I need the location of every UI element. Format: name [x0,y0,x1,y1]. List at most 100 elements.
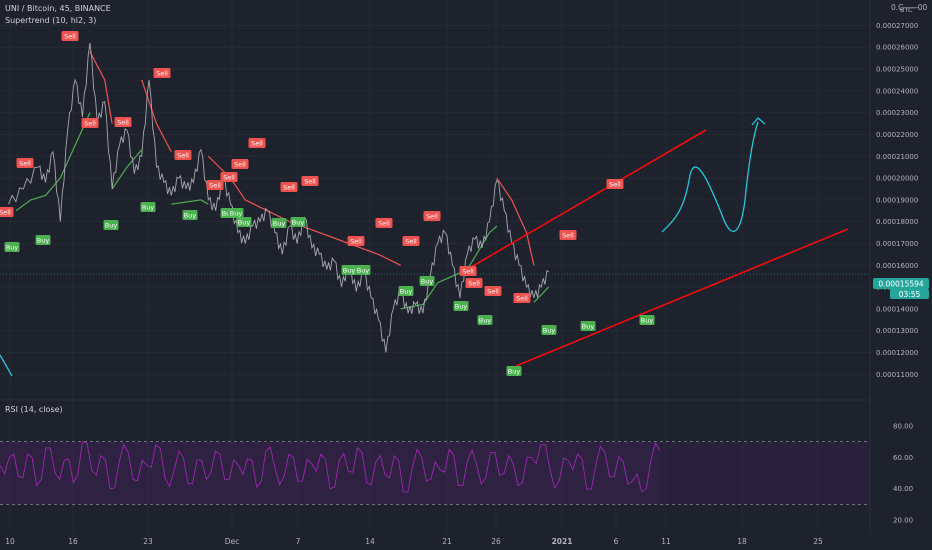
signal-bg [174,150,192,160]
sell-label[interactable]: Sell [301,176,319,186]
signal-bg [465,278,483,288]
time-tick-label: 10 [5,537,15,546]
signal-text: Sell [117,119,129,127]
price-tick-label: 0.00025000 [876,66,918,74]
buy-label[interactable]: Buy [228,208,244,218]
rsi-band [0,441,870,505]
buy-label[interactable]: Buy [341,265,357,275]
signal-text: Buy [105,222,118,230]
sell-label[interactable]: Sell [114,117,132,127]
time-tick-label: 21 [442,537,452,546]
signal-bg [248,138,266,148]
price-label-bg [873,278,929,289]
sell-label[interactable]: Sell [559,230,577,240]
sell-label[interactable]: Sell [484,286,502,296]
buy-label[interactable]: Buy [4,242,20,252]
sell-label[interactable]: Sell [231,159,249,169]
supertrend-up [171,199,209,205]
sell-label[interactable]: Sell [174,150,192,160]
sell-label[interactable]: Sell [375,218,393,228]
signal-bg [153,68,171,78]
signal-bg [639,315,655,325]
indicator-title[interactable]: Supertrend (10, hl2, 3) [5,16,97,25]
sell-label[interactable]: Sell [153,68,171,78]
sell-label[interactable]: Sell [61,31,79,41]
projection-curve [661,121,759,233]
time-tick-label: 16 [68,537,78,546]
signal-bg [580,321,596,331]
buy-label[interactable]: Buy [355,265,371,275]
buy-label[interactable]: Buy [419,276,435,286]
signal-bg [375,218,393,228]
sell-label[interactable]: Sell [220,172,238,182]
buy-label[interactable]: Buy [236,217,252,227]
buy-label[interactable]: Buy [290,217,306,227]
signal-text: Buy [400,288,413,296]
time-axis[interactable]: 10 16 23 Dec 7 14 21 26 2021 6 11 18 25 [5,537,823,546]
sell-label[interactable]: Sell [280,182,298,192]
signal-text: Sell [562,232,574,240]
price-tick-label: 0.00016000 [876,262,918,270]
signal-bg [61,31,79,41]
sell-label[interactable]: Sell [606,179,624,189]
supertrend-up [15,112,91,212]
buy-label[interactable]: Buy [271,218,287,228]
buy-label[interactable]: Buy [580,321,596,331]
price-tick-label: 0.00020000 [876,175,918,183]
rsi-axis[interactable]: 80.00 60.00 40.00 20.00 [893,422,913,524]
buy-label[interactable]: Buy [398,286,414,296]
price-tick-label: 0.00026000 [876,44,918,52]
channel-upper [465,129,707,271]
sell-label[interactable]: Sell [465,278,483,288]
signal-bg [220,172,238,182]
price-tick-label: 0.00012000 [876,349,918,357]
rsi-title[interactable]: RSI (14, close) [5,405,63,414]
rsi-tick-label: 40.00 [893,485,913,493]
signal-bg [236,217,252,227]
buy-label[interactable]: Buy [541,325,557,335]
sell-label[interactable]: Sell [206,180,224,190]
buy-label[interactable]: Buy [506,366,522,376]
symbol-title[interactable]: UNI / Bitcoin, 45, BINANCE [5,4,111,13]
buy-label[interactable]: Buy [182,210,198,220]
buy-label[interactable]: Buy [639,315,655,325]
signal-text: Sell [0,209,11,217]
signal-text: Buy [343,267,356,275]
signal-text: Sell [378,220,390,228]
buy-label[interactable]: Buy [453,301,469,311]
signal-bg [398,286,414,296]
sell-label[interactable]: Sell [248,138,266,148]
signal-bg [4,242,20,252]
signal-text: Buy [6,244,19,252]
sell-label[interactable]: Sell [0,207,14,217]
price-tick-label: 0.00013000 [876,327,918,335]
signal-bg [541,325,557,335]
time-tick-label: 14 [365,537,375,546]
countdown-bg [890,289,929,299]
price-tick-label: 0.00019000 [876,196,918,204]
signal-bg [477,315,493,325]
sell-label[interactable]: Sell [423,211,441,221]
signal-labels[interactable]: SellBuySellBuySellSellBuySellBuySellSell… [0,31,655,376]
signal-text: Buy [292,219,305,227]
rsi-band-fill-future [660,441,870,505]
signal-bg [280,182,298,192]
price-tick-label: 0.00021000 [876,153,918,161]
buy-label[interactable]: Buy [103,220,119,230]
signal-text: Sell [209,182,221,190]
sell-label[interactable]: Sell [347,236,365,246]
signal-bg [35,235,51,245]
sell-label[interactable]: Sell [402,236,420,246]
buy-label[interactable]: Buy [140,202,156,212]
sell-label[interactable]: Sell [81,118,99,128]
buy-label[interactable]: Buy [35,235,51,245]
left-cyan-stroke [0,354,13,377]
signal-text: Buy [582,323,595,331]
buy-label[interactable]: Buy [477,315,493,325]
rsi-path [0,441,661,493]
sell-label[interactable]: Sell [16,158,34,168]
sell-label[interactable]: Sell [513,293,531,303]
price-axis[interactable]: 0.00027000 0.00026000 0.00025000 0.00024000… [876,22,918,379]
sell-label[interactable]: Sell [459,266,477,276]
